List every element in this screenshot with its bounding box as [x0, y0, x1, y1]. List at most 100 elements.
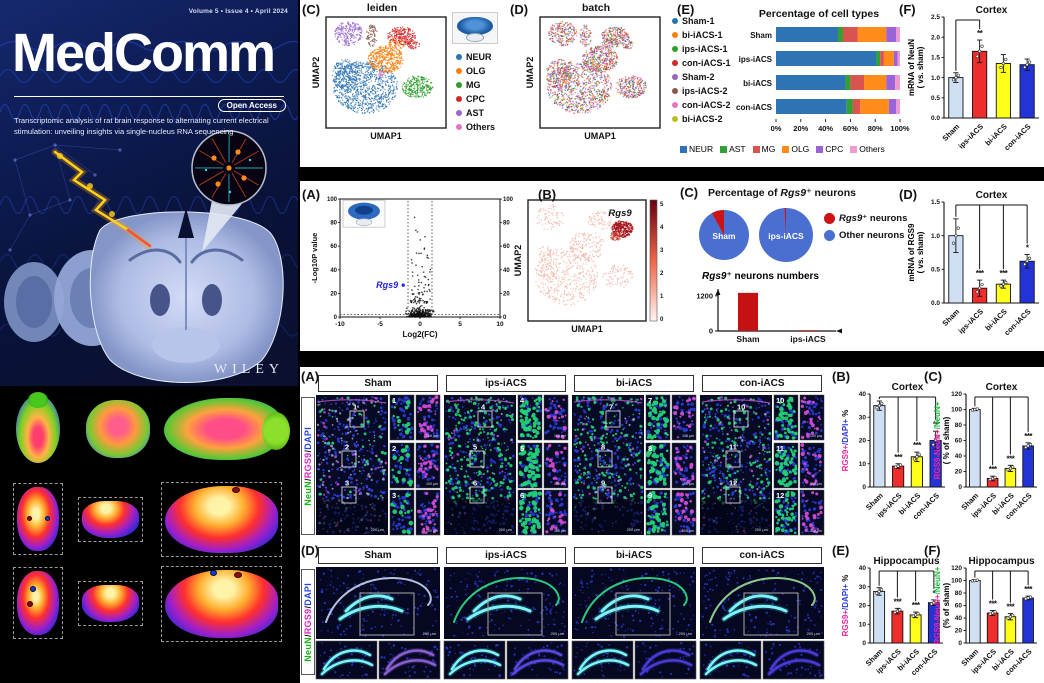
microscopy-column: 10 11 12 200 μm 10 100 μm 11 100 μm 12 100 μm [700, 394, 826, 537]
cortex-microscopy: Sham 1 2 3 200 μm 1 100 μm 2 100 μm 3 100 μm ips-iA… [300, 367, 834, 539]
legend-label: NEUR [466, 52, 492, 62]
hippocampus-main-image: 200 μm [700, 567, 824, 639]
brain-slice-inset-icon [452, 12, 498, 44]
panel-label-a: (A) [301, 369, 320, 384]
legend-label: AST [466, 108, 484, 118]
legend-item: ips-iACS-2 [672, 86, 731, 96]
pies-legend: Rgs9⁺ neurons Other neurons [824, 213, 907, 247]
rgs9-dapi-cortex-chart: Cortex 0 10 20 30 40 Sham *** ips-iACS *** bi-iACS… [840, 381, 948, 531]
pies-title: Percentage of Rgs9⁺ neurons [692, 187, 872, 199]
panel-label-d: (D) [899, 187, 918, 202]
stain-label-hippocampus: NeuN/RGS9/DAPI [301, 569, 315, 675]
rgs9-neun-cortex-chart: Cortex 0 20 40 60 80 100 120 Sham *** ips-iACS *** b… [933, 381, 1040, 531]
cover-subtitle: Transcriptomic analysis of rat brain res… [14, 116, 269, 136]
cover-rule [14, 96, 284, 97]
panel-label-b: (B) [832, 369, 851, 384]
pies-title-gene: Rgs9⁺ [780, 187, 812, 199]
legend-item: CPC [816, 144, 843, 154]
legend-item: Rgs9⁺ neurons [824, 213, 907, 224]
other-neurons-dot-icon [824, 230, 835, 241]
celltypes-legend: NEUR AST MG OLG CPC Others [680, 144, 912, 154]
counts-title: Rgs9⁺ neurons numbers [702, 271, 819, 282]
panel-label-d: (D) [301, 543, 320, 558]
legend-label: MG [466, 80, 481, 90]
heatmap-coronal-2 [78, 581, 143, 626]
OLG-square-icon [782, 145, 790, 153]
hippocampus-main-image: 200 μm [316, 567, 440, 639]
legend-item: MG [752, 144, 775, 154]
microscopy-column: 7 8 9 200 μm 7 100 μm 8 100 μm 9 100 μm [572, 394, 698, 537]
panel-label-e: (E) [677, 2, 695, 17]
legend-item: OLG [456, 66, 495, 76]
hippocampus-main-image: 200 μm [444, 567, 568, 639]
microscopy-insets: 4 100 μm 5 100 μm 6 100 μm [444, 394, 570, 537]
legend-label: OLG [791, 144, 810, 154]
legend-item: AST [720, 144, 746, 154]
legend-label: CPC [466, 94, 486, 104]
legend-item: AST [456, 108, 495, 118]
panel-label-f: (F) [899, 2, 916, 17]
panel-label-c: (C) [680, 185, 699, 200]
legend-item: bi-iACS-1 [672, 30, 731, 40]
svg-text:UMAP2: UMAP2 [311, 57, 321, 89]
column-header: ips-iACS [446, 547, 566, 564]
column-header: bi-iACS [574, 375, 694, 392]
bi-iACS-2-dot-icon [672, 116, 678, 122]
microscopy-insets: 10 100 μm 11 100 μm 12 100 μm [700, 394, 826, 537]
hippocampus-inset [762, 640, 825, 680]
legend-item: Sham-2 [672, 72, 731, 82]
panel-row-umap: (C) leiden UMAP1 UMAP2 NEUR OLG MG CPC AST Oth… [300, 0, 1044, 167]
legend-label: Others [466, 122, 496, 132]
stain-label-cortex: NeuN/RGS9/DAPI [301, 397, 315, 535]
CPC-dot-icon [456, 96, 462, 102]
legend-label: ips-iACS-2 [682, 86, 728, 96]
umap-leiden-plot: UMAP1 UMAP2 [311, 14, 450, 154]
hippocampus-inset [315, 640, 378, 680]
microscopy-main-image: 4 5 6 200 μm [444, 395, 516, 535]
cover-issue-line: Volume 5 • Issue 4 • April 2024 [188, 8, 288, 15]
panel-label-c: (C) [302, 2, 321, 17]
MG-square-icon [752, 145, 760, 153]
microscopy-column: 4 5 6 200 μm 4 100 μm 5 100 μm 6 100 μm [444, 394, 570, 537]
svg-text:UMAP1: UMAP1 [370, 131, 402, 141]
Others-dot-icon [456, 124, 462, 130]
ips-iACS-2-dot-icon [672, 88, 678, 94]
ips-iACS-1-dot-icon [672, 46, 678, 52]
rgs9-neurons-dot-icon [824, 213, 835, 224]
Sham-1-dot-icon [672, 18, 678, 24]
panel-label-e: (E) [832, 543, 850, 558]
heatmap-coronal-1 [78, 497, 143, 542]
microscopy-insets: 1 100 μm 2 100 μm 3 100 μm [316, 394, 442, 537]
brain-3d-coronal [86, 400, 150, 458]
rgs9-neun-hippo-chart: Hippocampus 0 20 40 60 80 100 120 Sham *** ips-iAC… [933, 555, 1040, 683]
hippocampus-inset [634, 640, 697, 680]
Sham-2-dot-icon [672, 74, 678, 80]
con-iACS-2-dot-icon [672, 102, 678, 108]
umap-rgs9-feature-plot: UMAP1 UMAP2 Rgs9 5 4 3 2 1 0 [513, 197, 668, 347]
legend-item: CPC [456, 94, 495, 104]
hippocampus-inset [443, 640, 506, 680]
legend-label: Sham-2 [682, 72, 715, 82]
column-header: Sham [318, 547, 438, 564]
brain-3d-axial-nub [28, 392, 48, 408]
heatmap-sagittal-1 [161, 482, 282, 557]
celltypes-title: Percentage of cell types [758, 8, 880, 20]
pies-title-prefix: Percentage of [708, 187, 781, 199]
legend-label: CPC [825, 144, 844, 154]
rgs9-dapi-hippo-chart: Hippocampus 0 10 20 30 40 Sham *** ips-iACS *** bi… [840, 555, 946, 683]
hippocampus-inset [378, 640, 441, 680]
legend-item: ips-iACS-1 [672, 44, 731, 54]
legend-item: Others [850, 144, 885, 154]
legend-label: con-iACS-2 [682, 100, 731, 110]
neun-cortex-chart: Cortex 0.0 0.5 1.0 1.5 2.0 2.5 Sham ** ips-iACS bi… [907, 4, 1042, 164]
panel-label-d: (D) [510, 2, 529, 17]
panel-row-rgs9: (A) 0 0 20 20 40 40 60 60 80 80 100 100 -10 -5 0 5 10 Log… [300, 181, 1044, 351]
hippocampus-inset [571, 640, 634, 680]
con-iACS-1-dot-icon [672, 60, 678, 66]
microscopy-main-image: 7 8 9 200 μm [572, 395, 644, 535]
column-header: con-iACS [702, 547, 822, 564]
batch-legend: Sham-1 bi-iACS-1 ips-iACS-1 con-iACS-1 Sham-… [672, 16, 731, 128]
efield-montage: 0 75 150 225 300 V/m [0, 386, 298, 683]
pies-title-suffix: neurons [811, 187, 856, 199]
microscopy-insets: 7 100 μm 8 100 μm 9 100 μm [572, 394, 698, 537]
